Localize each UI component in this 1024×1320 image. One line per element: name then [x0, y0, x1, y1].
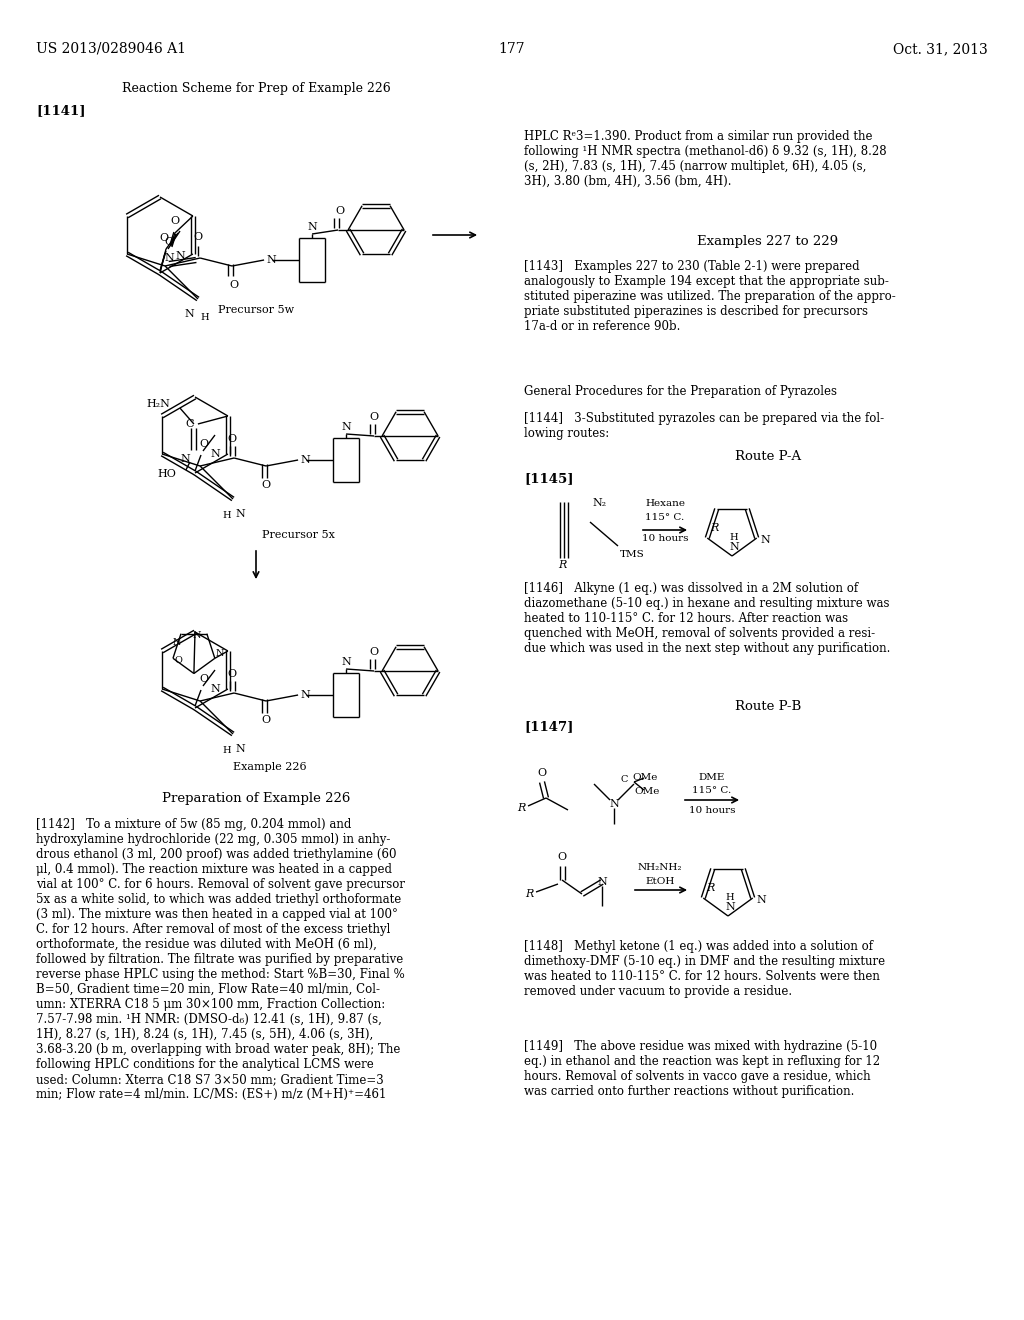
Text: Oct. 31, 2013: Oct. 31, 2013: [893, 42, 988, 55]
Text: 10 hours: 10 hours: [689, 807, 735, 814]
Text: [1141]: [1141]: [36, 104, 85, 117]
Text: DME: DME: [698, 774, 725, 781]
Text: N: N: [184, 309, 194, 319]
Text: H: H: [222, 746, 231, 755]
Text: O: O: [261, 480, 270, 490]
Text: N: N: [234, 510, 245, 519]
Text: N: N: [300, 690, 310, 700]
Text: O: O: [170, 216, 179, 226]
Text: US 2013/0289046 A1: US 2013/0289046 A1: [36, 42, 186, 55]
Text: N: N: [164, 253, 174, 263]
Text: O: O: [227, 669, 237, 678]
Text: O: O: [164, 238, 173, 247]
Text: R: R: [558, 560, 566, 570]
Text: [1147]: [1147]: [524, 719, 573, 733]
Text: General Procedures for the Preparation of Pyrazoles: General Procedures for the Preparation o…: [524, 385, 837, 399]
Text: O: O: [370, 647, 379, 657]
Text: O: O: [261, 715, 270, 725]
Text: N: N: [266, 255, 275, 265]
Text: N: N: [173, 638, 181, 647]
Text: N: N: [193, 631, 201, 640]
Text: N: N: [175, 251, 185, 261]
Text: N: N: [234, 744, 245, 754]
Text: [1142]   To a mixture of 5w (85 mg, 0.204 mmol) and
hydroxylamine hydrochloride : [1142] To a mixture of 5w (85 mg, 0.204 …: [36, 818, 406, 1101]
Text: R: R: [517, 803, 526, 813]
Text: N: N: [609, 799, 618, 809]
Text: O: O: [199, 675, 208, 684]
Text: OMe: OMe: [632, 774, 657, 783]
Text: O: O: [229, 280, 239, 290]
Text: Reaction Scheme for Prep of Example 226: Reaction Scheme for Prep of Example 226: [122, 82, 390, 95]
Text: N: N: [761, 535, 770, 545]
Text: N₂: N₂: [592, 498, 606, 508]
Text: Preparation of Example 226: Preparation of Example 226: [162, 792, 350, 805]
Text: Hexane: Hexane: [645, 499, 685, 508]
Text: O: O: [194, 232, 203, 242]
Text: OMe: OMe: [634, 788, 659, 796]
Text: [1146]   Alkyne (1 eq.) was dissolved in a 2M solution of
diazomethane (5-10 eq.: [1146] Alkyne (1 eq.) was dissolved in a…: [524, 582, 891, 655]
Text: H: H: [726, 894, 734, 902]
Text: Route P-B: Route P-B: [735, 700, 801, 713]
Text: HPLC Rᵉ3=1.390. Product from a similar run provided the
following ¹H NMR spectra: HPLC Rᵉ3=1.390. Product from a similar r…: [524, 129, 887, 187]
Text: Precursor 5x: Precursor 5x: [261, 531, 335, 540]
Text: N: N: [210, 684, 220, 694]
Text: EtOH: EtOH: [645, 876, 675, 886]
Text: H: H: [730, 533, 738, 543]
Text: C: C: [185, 418, 194, 429]
Text: N: N: [300, 455, 310, 465]
Text: [1144]   3-Substituted pyrazoles can be prepared via the fol-
lowing routes:: [1144] 3-Substituted pyrazoles can be pr…: [524, 412, 884, 440]
Text: R: R: [711, 523, 719, 533]
Text: Precursor 5w: Precursor 5w: [218, 305, 294, 315]
Text: O: O: [175, 656, 183, 665]
Text: N: N: [341, 657, 351, 667]
Text: O: O: [370, 412, 379, 422]
Text: N: N: [757, 895, 767, 906]
Text: [1143]   Examples 227 to 230 (Table 2-1) were prepared
analogously to Example 19: [1143] Examples 227 to 230 (Table 2-1) w…: [524, 260, 896, 333]
Text: 177: 177: [499, 42, 525, 55]
Text: R: R: [707, 883, 715, 892]
Text: [1148]   Methyl ketone (1 eq.) was added into a solution of
dimethoxy-DMF (5-10 : [1148] Methyl ketone (1 eq.) was added i…: [524, 940, 885, 998]
Text: O: O: [199, 440, 208, 449]
Text: Example 226: Example 226: [233, 762, 307, 772]
Text: H₂N: H₂N: [146, 399, 170, 409]
Text: N: N: [341, 422, 351, 432]
Text: O: O: [538, 768, 547, 777]
Text: N: N: [215, 648, 224, 657]
Text: C: C: [621, 776, 628, 784]
Text: [1145]: [1145]: [524, 473, 573, 484]
Text: 115° C.: 115° C.: [645, 513, 685, 521]
Text: N: N: [725, 902, 735, 912]
Text: H: H: [200, 313, 209, 322]
Text: O: O: [557, 851, 566, 862]
Text: [1149]   The above residue was mixed with hydrazine (5-10
eq.) in ethanol and th: [1149] The above residue was mixed with …: [524, 1040, 880, 1098]
Text: O: O: [336, 206, 345, 216]
Text: 115° C.: 115° C.: [692, 785, 731, 795]
Text: R: R: [525, 888, 534, 899]
Text: 10 hours: 10 hours: [642, 535, 688, 543]
Text: N: N: [729, 543, 739, 552]
Text: N: N: [210, 449, 220, 459]
Text: HO: HO: [157, 469, 176, 479]
Text: N: N: [180, 454, 189, 465]
Text: Examples 227 to 229: Examples 227 to 229: [697, 235, 839, 248]
Text: O: O: [227, 434, 237, 444]
Text: H: H: [222, 511, 231, 520]
Text: N: N: [597, 876, 607, 887]
Text: Route P-A: Route P-A: [735, 450, 801, 463]
Text: TMS: TMS: [620, 550, 645, 558]
Text: N: N: [307, 222, 317, 232]
Text: NH₂NH₂: NH₂NH₂: [638, 863, 682, 873]
Text: O: O: [160, 234, 169, 243]
